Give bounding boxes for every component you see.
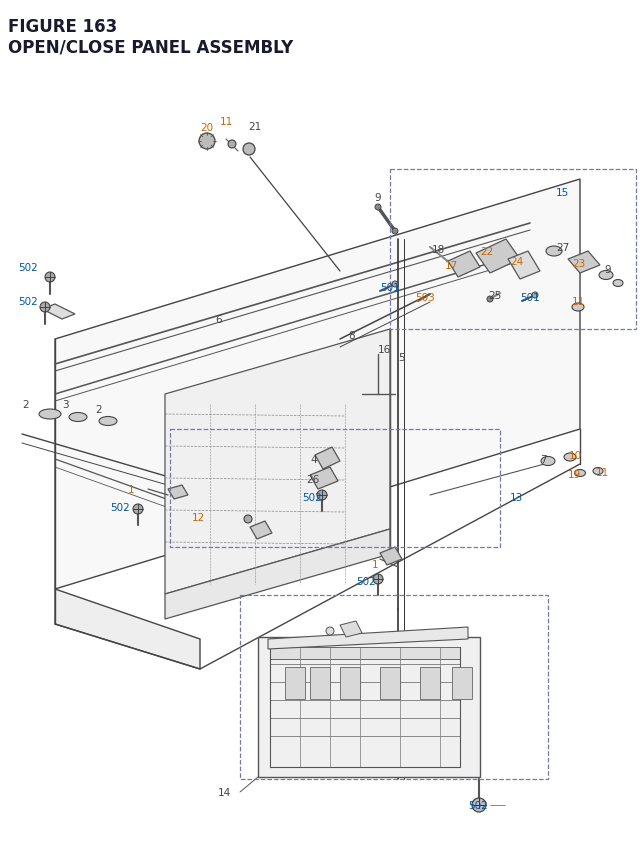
Text: 16: 16 xyxy=(378,344,391,355)
Circle shape xyxy=(228,141,236,149)
Text: 11: 11 xyxy=(220,117,233,127)
Polygon shape xyxy=(55,180,580,589)
Text: 12: 12 xyxy=(192,512,205,523)
Polygon shape xyxy=(508,251,540,280)
Text: 4: 4 xyxy=(310,455,317,464)
Text: 26: 26 xyxy=(306,474,319,485)
Circle shape xyxy=(243,144,255,156)
Circle shape xyxy=(133,505,143,514)
Ellipse shape xyxy=(99,417,117,426)
Text: 502: 502 xyxy=(468,800,488,810)
Circle shape xyxy=(532,293,538,299)
Polygon shape xyxy=(310,667,330,699)
Circle shape xyxy=(326,628,334,635)
Text: 2: 2 xyxy=(95,405,102,414)
Circle shape xyxy=(487,297,493,303)
Text: FIGURE 163: FIGURE 163 xyxy=(8,18,117,36)
Text: 9: 9 xyxy=(374,193,381,202)
Text: 6: 6 xyxy=(215,314,221,325)
Text: 20: 20 xyxy=(200,123,213,133)
Ellipse shape xyxy=(599,271,613,280)
Ellipse shape xyxy=(593,468,603,475)
Polygon shape xyxy=(310,468,338,489)
Ellipse shape xyxy=(575,470,586,477)
Circle shape xyxy=(199,133,215,150)
Bar xyxy=(390,170,636,330)
Text: 13: 13 xyxy=(510,492,524,503)
Text: 501: 501 xyxy=(380,282,400,293)
Text: 19: 19 xyxy=(568,469,581,480)
Polygon shape xyxy=(270,647,460,660)
Text: 502: 502 xyxy=(356,576,376,586)
Ellipse shape xyxy=(546,247,562,257)
Text: 24: 24 xyxy=(510,257,524,267)
Circle shape xyxy=(472,798,486,812)
Text: 3: 3 xyxy=(62,400,68,410)
Text: 15: 15 xyxy=(556,188,569,198)
Ellipse shape xyxy=(541,457,555,466)
Text: 502: 502 xyxy=(18,263,38,273)
Circle shape xyxy=(392,229,398,235)
Polygon shape xyxy=(340,667,360,699)
Circle shape xyxy=(45,273,55,282)
Polygon shape xyxy=(420,667,440,699)
Text: 18: 18 xyxy=(432,245,445,255)
Polygon shape xyxy=(55,589,200,669)
Text: 502: 502 xyxy=(302,492,322,503)
Text: 1: 1 xyxy=(128,485,134,494)
Circle shape xyxy=(40,303,50,313)
Polygon shape xyxy=(165,330,390,594)
Text: 10: 10 xyxy=(569,450,582,461)
Text: 1: 1 xyxy=(372,560,379,569)
Polygon shape xyxy=(380,548,402,566)
Text: 11: 11 xyxy=(596,468,609,478)
Polygon shape xyxy=(568,251,600,274)
Text: 21: 21 xyxy=(248,122,261,132)
Text: 2: 2 xyxy=(22,400,29,410)
Ellipse shape xyxy=(39,410,61,419)
Polygon shape xyxy=(448,251,480,278)
Polygon shape xyxy=(258,637,480,777)
Polygon shape xyxy=(250,522,272,539)
Text: 501: 501 xyxy=(520,293,540,303)
Circle shape xyxy=(373,574,383,585)
Text: 503: 503 xyxy=(415,293,435,303)
Text: 8: 8 xyxy=(348,331,355,341)
Ellipse shape xyxy=(613,280,623,288)
Text: 25: 25 xyxy=(488,291,501,300)
Polygon shape xyxy=(168,486,188,499)
Text: 9: 9 xyxy=(604,264,611,275)
Text: 27: 27 xyxy=(556,243,569,253)
Text: 502: 502 xyxy=(18,297,38,307)
Ellipse shape xyxy=(564,454,576,461)
Text: 7: 7 xyxy=(540,455,547,464)
Text: 14: 14 xyxy=(218,787,231,797)
Polygon shape xyxy=(476,239,520,274)
Text: 23: 23 xyxy=(572,258,585,269)
Polygon shape xyxy=(268,628,468,649)
Text: 22: 22 xyxy=(480,247,493,257)
Polygon shape xyxy=(285,667,305,699)
Ellipse shape xyxy=(572,304,584,312)
Circle shape xyxy=(375,205,381,211)
Polygon shape xyxy=(380,667,400,699)
Text: 502: 502 xyxy=(110,503,130,512)
Text: 17: 17 xyxy=(445,261,458,270)
Bar xyxy=(170,430,500,548)
Polygon shape xyxy=(340,622,362,637)
Circle shape xyxy=(392,282,398,288)
Circle shape xyxy=(317,491,327,500)
Polygon shape xyxy=(452,667,472,699)
Circle shape xyxy=(244,516,252,523)
Polygon shape xyxy=(315,448,340,469)
Polygon shape xyxy=(42,305,75,319)
Text: OPEN/CLOSE PANEL ASSEMBLY: OPEN/CLOSE PANEL ASSEMBLY xyxy=(8,38,293,56)
Ellipse shape xyxy=(69,413,87,422)
Bar xyxy=(240,595,548,779)
Text: 11: 11 xyxy=(572,297,585,307)
Text: 5: 5 xyxy=(398,353,404,362)
Polygon shape xyxy=(165,530,390,619)
